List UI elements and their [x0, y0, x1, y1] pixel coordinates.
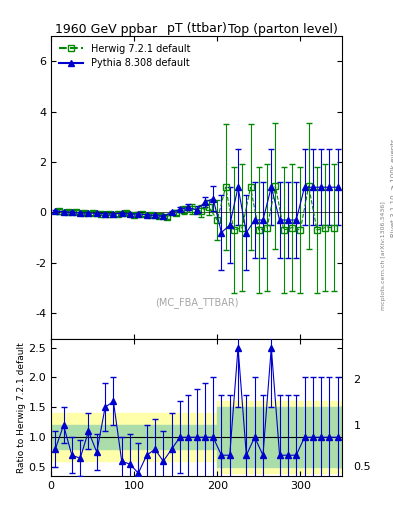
- Text: (MC_FBA_TTBAR): (MC_FBA_TTBAR): [155, 297, 238, 308]
- Title: pT (ttbar): pT (ttbar): [167, 22, 226, 35]
- Y-axis label: Ratio to Herwig 7.2.1 default: Ratio to Herwig 7.2.1 default: [17, 342, 26, 473]
- Text: Top (parton level): Top (parton level): [228, 23, 338, 36]
- Text: 2: 2: [354, 375, 361, 385]
- Text: 1960 GeV ppbar: 1960 GeV ppbar: [55, 23, 157, 36]
- Legend: Herwig 7.2.1 default, Pythia 8.308 default: Herwig 7.2.1 default, Pythia 8.308 defau…: [56, 40, 193, 71]
- Text: Rivet 3.1.10, ≥ 100k events: Rivet 3.1.10, ≥ 100k events: [391, 138, 393, 237]
- Text: 1: 1: [354, 421, 360, 431]
- Text: mcplots.cern.ch [arXiv:1306.3436]: mcplots.cern.ch [arXiv:1306.3436]: [381, 202, 386, 310]
- Text: 0.5: 0.5: [354, 461, 371, 472]
